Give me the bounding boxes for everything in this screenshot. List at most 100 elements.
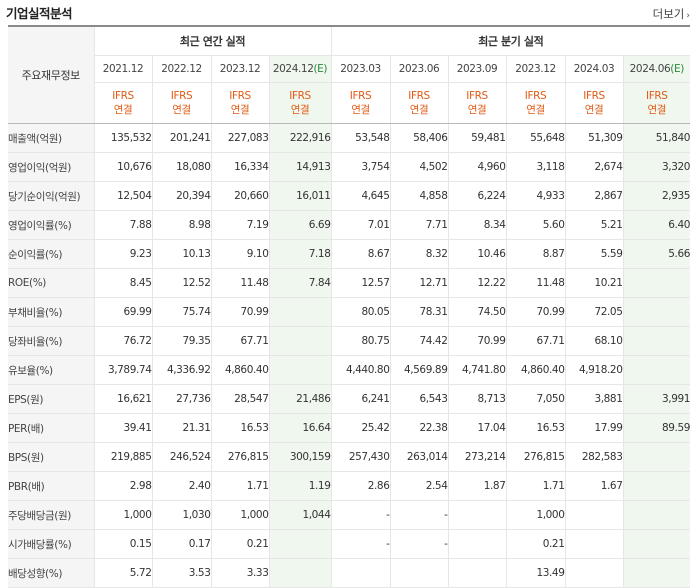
value-cell: 5.66	[623, 239, 691, 269]
value-cell: 27,736	[152, 384, 212, 414]
value-cell: 6,543	[390, 384, 449, 414]
period-header: 2023.12	[506, 55, 566, 83]
value-cell	[269, 355, 332, 385]
value-cell: 51,309	[565, 123, 624, 153]
period-label: 2023.12	[219, 63, 261, 75]
table-row: PBR(배) 2.98 2.40 1.71 1.19 2.86 2.54 1.87 1.71 1.…	[8, 471, 691, 501]
table-row: PER(배) 39.41 21.31 16.53 16.64 25.42 22.38 17.0…	[8, 413, 691, 443]
value-cell: 2.98	[94, 471, 153, 501]
period-label: 2024.06	[629, 63, 671, 75]
annual-group-header: 최근 연간 실적	[94, 25, 332, 56]
value-cell: 0.21	[506, 529, 566, 559]
consolidated-label: 연결	[230, 104, 250, 116]
ifrs-label: IFRS	[466, 90, 488, 102]
more-link-label: 더보기	[652, 7, 685, 21]
value-cell: 16,334	[211, 152, 270, 182]
value-cell: 3,991	[623, 384, 691, 414]
consolidated-label: 연결	[409, 104, 429, 116]
table-row: 시가배당률(%) 0.15 0.17 0.21- -0.21	[8, 529, 691, 559]
value-cell: 1,030	[152, 500, 212, 530]
ifrs-label: IFRS	[583, 90, 605, 102]
value-cell	[623, 442, 691, 472]
value-cell: 8.34	[448, 210, 507, 240]
row-label: 배당성향(%)	[8, 558, 95, 588]
table-row: 당좌비율(%) 76.72 79.35 67.71 80.75 74.42 70.99 67.…	[8, 326, 691, 356]
table-row: 부채비율(%) 69.99 75.74 70.99 80.05 78.31 74.50 70.…	[8, 297, 691, 327]
ifrs-label: IFRS	[289, 90, 311, 102]
value-cell: 8.32	[390, 239, 449, 269]
value-cell: 3,881	[565, 384, 624, 414]
value-cell: 2.86	[330, 471, 391, 501]
ifrs-label: IFRS	[112, 90, 134, 102]
row-label: PBR(배)	[8, 471, 95, 501]
row-label: 유보율(%)	[8, 355, 95, 385]
value-cell: 4,918.20	[565, 355, 624, 385]
value-cell	[390, 558, 449, 588]
period-header-row: 2021.12 2022.12 2023.12 2024.12(E) 2023.03 20…	[8, 55, 691, 83]
panel-title: 기업실적분석	[6, 6, 73, 21]
value-cell: 13.49	[506, 558, 566, 588]
value-cell: 70.99	[506, 297, 566, 327]
consolidated-label: 연결	[113, 104, 133, 116]
value-cell: -	[330, 500, 391, 530]
value-cell: 1,000	[506, 500, 566, 530]
row-label: 영업이익(억원)	[8, 152, 95, 182]
value-cell: 4,502	[390, 152, 449, 182]
value-cell: 8.87	[506, 239, 566, 269]
table-row: ROE(%) 8.45 12.52 11.48 7.84 12.57 12.71 12.22 1…	[8, 268, 691, 298]
period-header: 2024.03	[565, 55, 624, 83]
value-cell: 7.18	[269, 239, 332, 269]
value-cell: 5.59	[565, 239, 624, 269]
value-cell: 1.71	[211, 471, 270, 501]
ifrs-label: IFRS	[229, 90, 251, 102]
table-row: 순이익률(%) 9.23 10.13 9.10 7.18 8.67 8.32 10.46 8.8…	[8, 239, 691, 269]
value-cell: 4,960	[448, 152, 507, 182]
value-cell	[269, 558, 332, 588]
value-cell: 246,524	[152, 442, 212, 472]
table-row: 매출액(억원) 135,532 201,241 227,083 222,916 53,54…	[8, 123, 691, 153]
value-cell: 4,440.80	[330, 355, 391, 385]
period-label: 2023.06	[398, 63, 440, 75]
value-cell: 8.67	[330, 239, 391, 269]
value-cell: -	[390, 500, 449, 530]
period-header: 2024.12(E)	[269, 55, 332, 83]
value-cell: 21.31	[152, 413, 212, 443]
value-cell: 276,815	[506, 442, 566, 472]
value-cell: 70.99	[448, 326, 507, 356]
ifrs-label: IFRS	[646, 90, 668, 102]
value-cell	[448, 500, 507, 530]
value-cell: 0.21	[211, 529, 270, 559]
table-row: 배당성향(%) 5.72 3.53 3.33 13.49	[8, 558, 691, 588]
more-link[interactable]: 더보기 ›	[653, 6, 690, 22]
period-header: 2024.06(E)	[623, 55, 691, 83]
value-cell: -	[390, 529, 449, 559]
value-cell: 55,648	[506, 123, 566, 153]
value-cell: 10,676	[94, 152, 153, 182]
value-cell: 222,916	[269, 123, 332, 153]
value-cell: 6.69	[269, 210, 332, 240]
row-label: EPS(원)	[8, 384, 95, 414]
value-cell	[565, 500, 624, 530]
ifrs-consolidated-label: IFRS 연결	[448, 82, 507, 124]
value-cell: 16.64	[269, 413, 332, 443]
value-cell	[269, 297, 332, 327]
consolidated-label: 연결	[526, 104, 545, 116]
value-cell: 3,118	[506, 152, 566, 182]
period-label: 2024.12	[272, 63, 314, 75]
estimate-marker: (E)	[670, 63, 684, 75]
value-cell: 75.74	[152, 297, 212, 327]
period-label: 2023.03	[340, 63, 381, 75]
ifrs-consolidated-label: IFRS 연결	[269, 82, 332, 124]
chevron-right-icon: ›	[686, 11, 690, 21]
value-cell: 0.15	[94, 529, 153, 559]
value-cell: 8.98	[152, 210, 212, 240]
value-cell: 2,935	[623, 181, 691, 211]
value-cell: 2.54	[390, 471, 449, 501]
value-cell	[623, 471, 691, 501]
value-cell: 79.35	[152, 326, 212, 356]
financial-table: 주요재무정보 최근 연간 실적 최근 분기 실적 2021.12 2022.12 2…	[8, 25, 691, 588]
quarter-group-header: 최근 분기 실적	[330, 25, 691, 56]
value-cell: 0.17	[152, 529, 212, 559]
ifrs-label: IFRS	[408, 90, 430, 102]
value-cell: 69.99	[94, 297, 153, 327]
